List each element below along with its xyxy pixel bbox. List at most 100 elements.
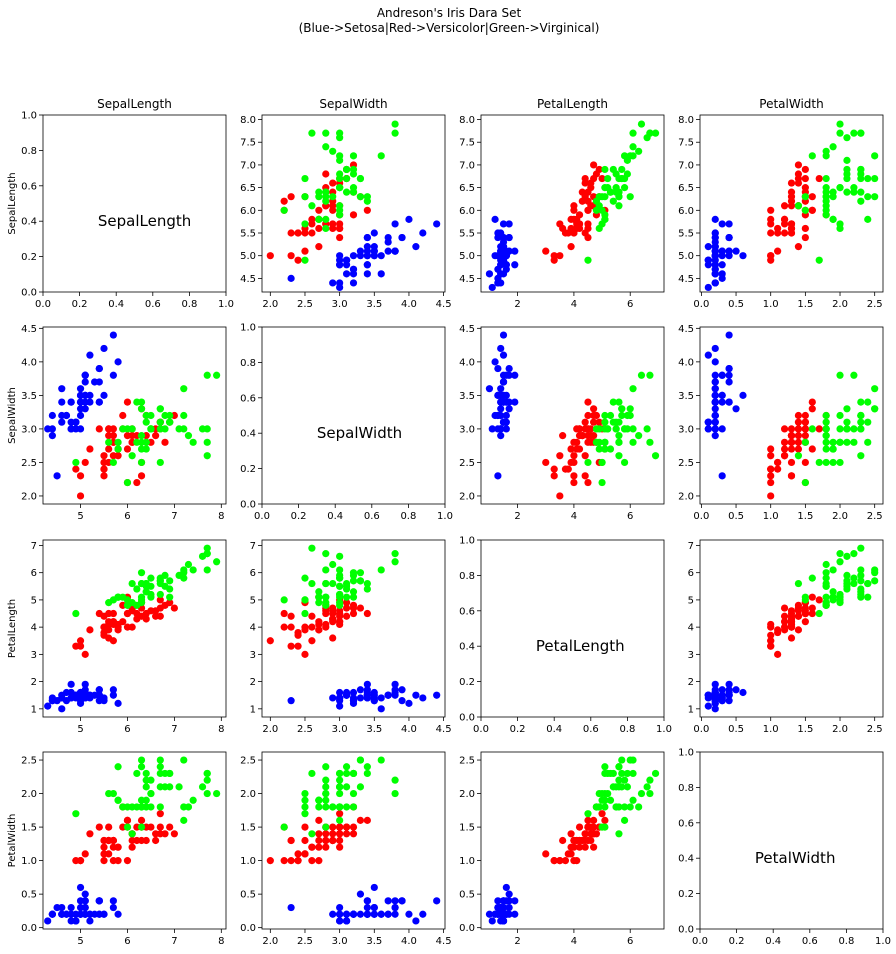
panel-petallength-vs-petallength: PetalLength 0.0 0.2 0.4 0.6 0.8 1.0 0.0 0.2 0.4 0.… xyxy=(459,536,672,736)
point-versicolor-35 xyxy=(584,398,592,406)
point-versicolor-8 xyxy=(587,836,595,845)
point-setosa-44 xyxy=(391,680,399,688)
panel-petallength-vs-petalwidth-xtick-label-5: 2.5 xyxy=(867,724,883,735)
point-versicolor-6 xyxy=(808,193,816,201)
point-setosa-19 xyxy=(391,903,399,912)
point-virginica-47 xyxy=(147,789,155,798)
point-virginica-21 xyxy=(322,224,330,233)
point-virginica-20 xyxy=(349,577,358,585)
point-setosa-39 xyxy=(363,910,371,918)
point-versicolor-13 xyxy=(329,604,337,612)
point-setosa-14 xyxy=(405,910,413,918)
point-virginica-31 xyxy=(391,558,399,566)
point-versicolor-17 xyxy=(767,620,775,629)
point-virginica-48 xyxy=(133,398,141,406)
point-setosa-16 xyxy=(494,897,502,905)
point-versicolor-14 xyxy=(559,432,567,440)
point-virginica-28 xyxy=(843,438,851,446)
point-setosa-49 xyxy=(711,405,719,413)
point-setosa-36 xyxy=(711,229,719,237)
point-virginica-39 xyxy=(342,783,351,791)
point-versicolor-28 xyxy=(584,432,592,440)
panel-petallength-vs-petalwidth-frame xyxy=(699,539,884,718)
panel-sepallength-vs-petallength-ytick-label-5: 7.0 xyxy=(459,160,475,171)
point-versicolor-48 xyxy=(774,458,782,467)
point-virginica-43 xyxy=(349,769,358,778)
point-virginica-21 xyxy=(105,599,113,607)
point-versicolor-49 xyxy=(109,620,117,629)
point-virginica-32 xyxy=(615,438,623,446)
panel-petalwidth-vs-sepalwidth-ytick-label-2: 1.0 xyxy=(240,856,256,867)
point-versicolor-40 xyxy=(581,452,589,460)
point-setosa-47 xyxy=(497,411,505,420)
point-virginica-21 xyxy=(105,438,113,446)
point-virginica-40 xyxy=(864,579,872,588)
point-setosa-23 xyxy=(732,686,740,694)
point-virginica-9 xyxy=(871,385,879,393)
point-virginica-46 xyxy=(598,796,606,804)
point-virginica-21 xyxy=(836,224,844,233)
point-versicolor-18 xyxy=(280,197,288,205)
point-versicolor-20 xyxy=(592,411,601,420)
point-virginica-18 xyxy=(857,452,865,460)
point-setosa-22 xyxy=(711,705,719,713)
point-virginica-34 xyxy=(615,202,623,210)
point-versicolor-30 xyxy=(774,465,782,473)
point-setosa-18 xyxy=(505,220,513,228)
point-setosa-49 xyxy=(497,910,505,918)
panel-sepalwidth-vs-petalwidth-ytick-label-5: 4.5 xyxy=(678,324,694,335)
point-versicolor-31 xyxy=(767,631,775,639)
point-setosa-46 xyxy=(391,910,399,918)
panel-sepallength-vs-petallength-ytick-label-0: 4.5 xyxy=(459,274,475,285)
point-virginica-13 xyxy=(301,220,309,228)
point-versicolor-36 xyxy=(590,823,598,831)
point-virginica-41 xyxy=(601,418,609,426)
point-virginica-14 xyxy=(601,763,609,771)
panel-sepallength-vs-petalwidth-xtick-label-2: 1.0 xyxy=(763,299,779,310)
panel-sepalwidth-vs-petallength: 2 4 6 2.0 2.5 3.0 3.5 4.0 4.5 xyxy=(459,324,665,522)
point-virginica-46 xyxy=(137,596,146,604)
point-virginica-22 xyxy=(203,550,211,558)
point-virginica-14 xyxy=(114,763,122,771)
point-versicolor-49 xyxy=(787,620,796,629)
point-versicolor-39 xyxy=(100,458,108,467)
panel-sepalwidth-vs-sepalwidth-frame xyxy=(261,326,446,505)
panel-sepallength-vs-sepalwidth-xtick-label-0: 2.0 xyxy=(262,299,278,310)
point-virginica-31 xyxy=(213,789,221,798)
point-virginica-41 xyxy=(166,593,174,601)
panel-sepallength-vs-petalwidth-frame xyxy=(699,114,884,293)
point-setosa-46 xyxy=(391,247,399,255)
point-virginica-30 xyxy=(322,566,330,574)
point-versicolor-9 xyxy=(86,830,94,838)
panel-sepalwidth-vs-petallength-ytick-label-0: 2.0 xyxy=(459,491,475,502)
point-virginica-22 xyxy=(322,129,330,137)
point-setosa-8 xyxy=(48,432,56,440)
point-setosa-36 xyxy=(100,391,108,399)
point-virginica-38 xyxy=(336,601,344,609)
point-virginica-40 xyxy=(156,418,164,426)
point-versicolor-29 xyxy=(767,452,775,460)
figure-title-line-1: Andreson's Iris Dara Set xyxy=(377,6,522,20)
point-virginica-48 xyxy=(857,398,865,406)
point-virginica-35 xyxy=(857,129,865,137)
point-versicolor-9 xyxy=(86,626,94,634)
point-versicolor-6 xyxy=(808,405,816,413)
point-versicolor-48 xyxy=(81,850,89,858)
point-virginica-49 xyxy=(336,593,344,601)
point-setosa-49 xyxy=(356,910,365,918)
point-versicolor-13 xyxy=(794,432,803,440)
panel-sepallength-vs-petalwidth-ytick-label-3: 6.0 xyxy=(678,206,694,217)
point-virginica-46 xyxy=(301,193,309,201)
point-versicolor-42 xyxy=(308,215,316,223)
panel-sepalwidth-vs-petalwidth: 0.0 0.5 1.0 1.5 2.0 2.5 2.0 2.5 3.0 3.5 4.0 4.5 xyxy=(678,324,884,522)
panel-sepalwidth-vs-petalwidth-xtick-label-3: 1.5 xyxy=(797,511,813,522)
point-virginica-18 xyxy=(308,769,316,778)
panel-petalwidth-vs-petallength-ytick-label-3: 1.5 xyxy=(459,823,475,834)
point-setosa-45 xyxy=(497,425,505,433)
panel-sepallength-vs-sepallength-xtick-label-2: 0.4 xyxy=(108,299,124,310)
panel-sepalwidth-vs-petallength-xtick-label-1: 4 xyxy=(571,511,577,522)
point-setosa-15 xyxy=(499,220,508,228)
panel-petalwidth-vs-sepallength-frame xyxy=(42,751,227,930)
point-setosa-40 xyxy=(718,252,726,260)
point-virginica-6 xyxy=(584,256,592,264)
